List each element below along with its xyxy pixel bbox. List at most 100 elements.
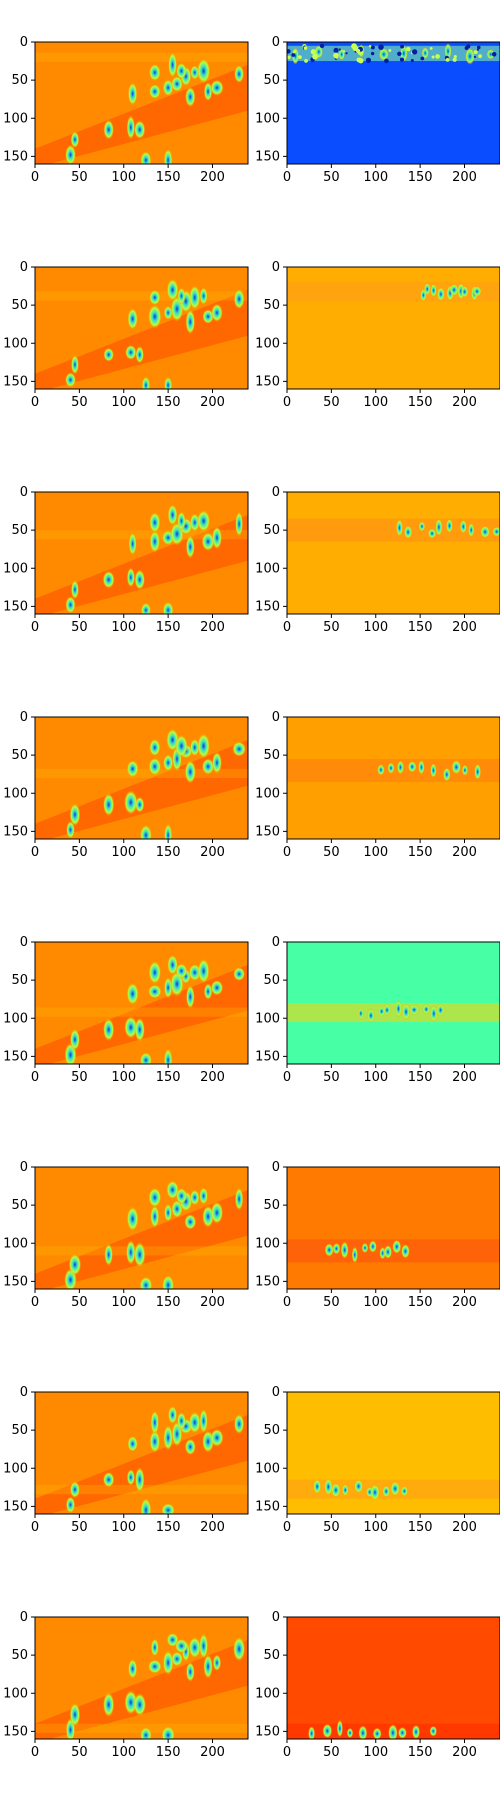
heatmap-band [287,282,500,302]
heatmap-blob [340,1241,349,1259]
heatmap-speckle [358,58,364,64]
heatmap-blob [322,1723,333,1739]
heatmap-blob [166,1180,179,1200]
heatmap-speckle [368,45,372,48]
heatmap-band [35,1189,248,1289]
heatmap-streak [35,291,248,301]
heatmap-blob [103,119,114,140]
x-tick-label: 50 [71,1745,88,1760]
heatmap-blob [436,287,445,302]
heatmap-blob [150,1205,160,1229]
heatmap-blob [65,596,76,614]
heatmap-blob [210,79,224,96]
heatmap-blob [185,309,196,335]
panel-r4-c1: 0 50 100 150 200 0 50 100 150 [3,710,249,860]
y-tick-label: 100 [255,1011,280,1026]
heatmap-blob [418,521,426,532]
heatmap-blob [148,757,162,776]
heatmap-blob [203,1654,213,1680]
x-tick-label: 150 [408,1745,433,1760]
heatmap-speckle [431,55,435,59]
heatmap-blob [174,734,188,758]
panel-frame [286,1166,500,1290]
heatmap-blob [403,525,413,539]
heatmap-blob [139,1726,152,1739]
heatmap-blob [163,376,173,389]
x-tick-label: 150 [408,845,433,860]
heatmap-speckle [319,43,325,49]
heatmap-blob [189,738,200,757]
heatmap-blob [133,1241,146,1268]
heatmap-speckle [420,56,425,61]
heatmap-blob [211,751,222,774]
heatmap-blob [176,62,187,80]
x-tick-label: 200 [452,395,477,410]
heatmap-band [35,1414,248,1514]
heatmap-blob [401,1244,410,1259]
y-tick-label: 0 [272,1160,280,1175]
y-tick-label: 0 [20,1160,28,1175]
y-tick-label: 0 [272,485,280,500]
y-tick-label: 150 [255,1274,280,1289]
heatmap-blob [127,307,138,330]
heatmap-blob [148,63,161,82]
y-tick-label: 150 [3,599,28,614]
heatmap-blob [459,519,467,534]
heatmap-speckle [476,45,481,50]
x-tick-label: 0 [283,845,291,860]
panel-frame [286,1391,500,1515]
heatmap-speckle [338,48,341,51]
x-tick-label: 100 [363,170,388,185]
x-tick-label: 100 [363,395,388,410]
x-tick-label: 150 [156,170,181,185]
heatmap-blob [313,1478,322,1495]
heatmap-band [35,514,248,614]
heatmap-blob [150,1410,160,1435]
heatmap-blob [148,1187,162,1208]
heatmap-band [287,518,500,542]
y-tick-label: 50 [11,523,28,538]
heatmap-blob [185,86,196,108]
heatmap-blob [102,1692,115,1718]
heatmap-blob [135,796,145,813]
x-tick-label: 150 [156,1745,181,1760]
heatmap-blob [140,151,152,164]
x-tick-label: 200 [452,845,477,860]
heatmap-blob [149,289,161,306]
heatmap-blob [174,1638,189,1654]
y-tick-label: 50 [11,973,28,988]
y-tick-label: 0 [20,485,28,500]
heatmap-blob [435,518,443,537]
x-tick-label: 100 [111,620,136,635]
x-tick-label: 0 [283,1070,291,1085]
heatmap-background [287,492,500,614]
x-tick-label: 50 [323,620,340,635]
heatmap-band [35,64,248,164]
x-tick-label: 0 [283,1295,291,1310]
heatmap-blob [211,526,223,550]
y-tick-label: 50 [263,748,280,763]
heatmap-blob [177,287,186,305]
x-tick-label: 100 [111,1295,136,1310]
heatmap-blob [465,47,475,65]
x-tick-label: 200 [452,170,477,185]
panel-r5-c1: 0 50 100 150 200 0 50 100 150 [3,935,249,1085]
heatmap-blob [124,1016,138,1039]
panel-frame [34,266,249,390]
heatmap-blob [184,760,196,784]
heatmap-blob [418,759,425,775]
y-tick-label: 50 [11,1198,28,1213]
heatmap-speckle [473,50,478,55]
x-tick-label: 0 [31,1295,39,1310]
heatmap-blob [148,960,162,985]
panel-r4-c2: 0 50 100 150 200 0 50 100 150 [255,710,500,860]
x-tick-label: 0 [31,1070,39,1085]
x-tick-label: 100 [363,620,388,635]
heatmap-blob [421,47,429,60]
heatmap-blob [382,1485,391,1498]
heatmap-blob [429,1004,438,1023]
heatmap-streak [35,530,248,540]
x-tick-label: 100 [363,845,388,860]
y-tick-label: 50 [263,1423,280,1438]
heatmap-speckle [445,58,450,62]
